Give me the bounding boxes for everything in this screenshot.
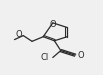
Text: O: O [78, 51, 85, 60]
Text: O: O [15, 30, 22, 39]
Text: Cl: Cl [41, 53, 49, 62]
Text: O: O [49, 20, 56, 29]
